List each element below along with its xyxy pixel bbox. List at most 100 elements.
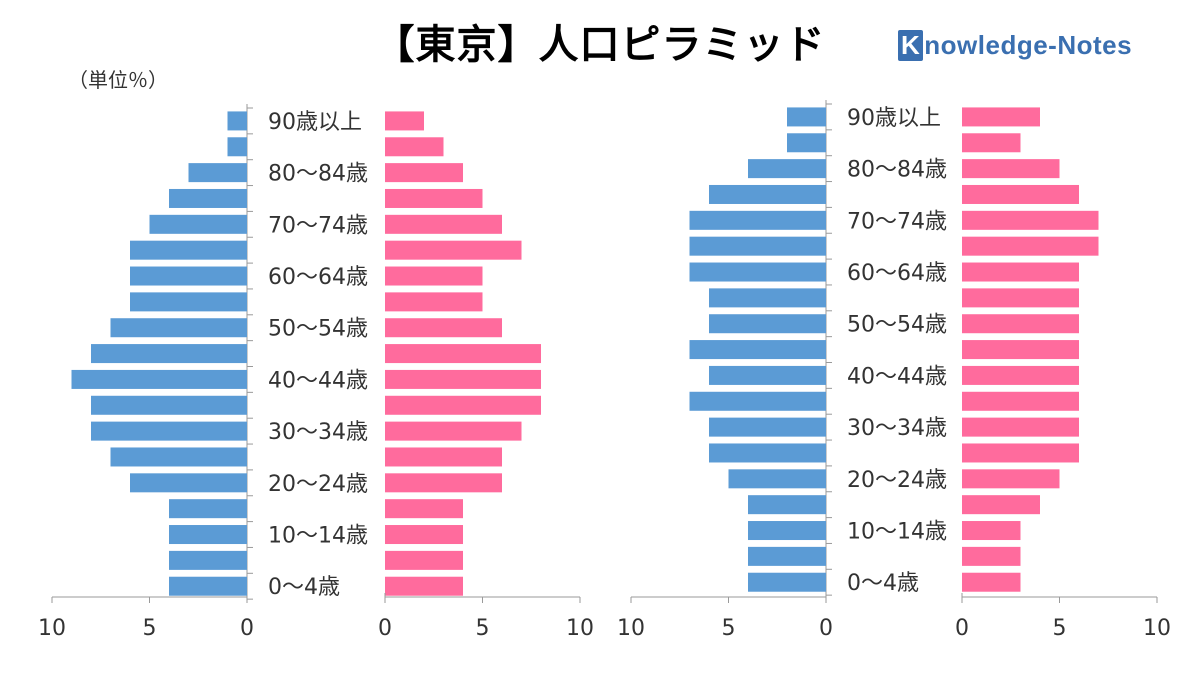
pyramid-1-age-label: 90歳以上: [268, 110, 362, 135]
pyramid-1-right-xtick-label: 5: [476, 616, 490, 641]
pyramid-1-right-bar: [385, 292, 483, 312]
pyramid-1-right-bar: [385, 576, 463, 596]
pyramid-2-age-label: 60〜64歳: [847, 261, 947, 286]
pyramid-1-right-bar: [385, 344, 541, 364]
pyramid-1-age-label: 40〜44歳: [268, 368, 368, 393]
pyramid-1-left-bar: [110, 447, 247, 467]
pyramid-1-left-bar: [227, 137, 247, 157]
pyramid-2-right-xtick-label: 5: [1053, 616, 1067, 641]
pyramid-1-right-bar: [385, 473, 502, 493]
pyramid-1-right-xtick-label: 10: [566, 616, 594, 641]
pyramid-1-left-bar: [227, 111, 247, 131]
pyramid-2-right-bar: [962, 159, 1060, 179]
pyramid-1-age-label: 60〜64歳: [268, 265, 368, 290]
pyramid-1-right-bar: [385, 266, 483, 286]
pyramid-1-right-bar: [385, 163, 463, 183]
pyramid-2-left-bar: [689, 236, 826, 256]
pyramid-1-left-bar: [130, 240, 247, 260]
pyramid-1-right-bar: [385, 240, 522, 260]
pyramid-1-age-label: 10〜14歳: [268, 524, 368, 549]
pyramid-2-left-bar: [709, 184, 826, 204]
pyramid-1-left-bar: [169, 188, 247, 208]
pyramid-2-right-bar: [962, 288, 1079, 308]
pyramid-1-left-bar: [188, 163, 247, 183]
pyramid-2-right-bar: [962, 391, 1079, 411]
pyramid-2-left-bar: [689, 262, 826, 282]
pyramid-2-left-bar: [748, 159, 826, 179]
pyramid-1-left-bar: [130, 473, 247, 493]
pyramid-2-left-bar: [709, 365, 826, 385]
pyramid-1-right-bar: [385, 318, 502, 338]
pyramid-2-age-label: 70〜74歳: [847, 209, 947, 234]
pyramid-1-age-label: 70〜74歳: [268, 213, 368, 238]
pyramid-2-right-bar: [962, 443, 1079, 463]
pyramid-1-right-bar: [385, 550, 463, 570]
pyramid-2-left-bar: [709, 417, 826, 437]
pyramid-1-left-bar: [169, 499, 247, 519]
pyramid-2-right-bar: [962, 210, 1099, 230]
pyramid-2-left-bar: [728, 469, 826, 489]
brand-name: nowledge-Notes: [924, 30, 1133, 60]
pyramid-1-left-bar: [169, 550, 247, 570]
brand-initial: K: [898, 30, 924, 61]
pyramid-2-right-bar: [962, 107, 1040, 127]
pyramid-2-left-bar: [748, 546, 826, 566]
pyramid-2-age-label: 80〜84歳: [847, 158, 947, 183]
pyramid-1-right-bar: [385, 421, 522, 441]
pyramid-1-left-bar: [169, 525, 247, 545]
pyramid-2-right-bar: [962, 314, 1079, 334]
pyramid-1-right-bar: [385, 111, 424, 131]
pyramid-2-right-bar: [962, 365, 1079, 385]
pyramid-2-age-label: 40〜44歳: [847, 364, 947, 389]
pyramid-2-left-bar: [709, 314, 826, 334]
pyramid-2-right-bar: [962, 340, 1079, 360]
pyramid-1-right-bar: [385, 214, 502, 234]
pyramid-1-right-xtick-label: 0: [378, 616, 392, 641]
pyramid-2-right-bar: [962, 262, 1079, 282]
pyramid-1-left-xtick-label: 10: [38, 616, 66, 641]
pyramid-2-right-bar: [962, 469, 1060, 489]
pyramid-1-left-bar: [110, 318, 247, 338]
pyramid-1-right-bar: [385, 395, 541, 415]
pyramid-2-age-label: 0〜4歳: [847, 571, 919, 596]
pyramid-2-age-label: 20〜24歳: [847, 468, 947, 493]
pyramid-2-age-label: 90歳以上: [847, 106, 941, 131]
pyramid-2-left-bar: [787, 133, 826, 153]
pyramid-2-right-bar: [962, 546, 1021, 566]
pyramid-2-right-bar: [962, 184, 1079, 204]
pyramid-2-right-bar: [962, 236, 1099, 256]
pyramid-1-age-label: 80〜84歳: [268, 162, 368, 187]
pyramid-2-age-label: 50〜54歳: [847, 313, 947, 338]
pyramid-2-left-bar: [748, 572, 826, 592]
pyramid-1-left-bar: [169, 576, 247, 596]
pyramid-1-left-bar: [149, 214, 247, 234]
pyramid-1-left-xtick-label: 0: [240, 616, 254, 641]
pyramid-1-left-bar: [91, 344, 247, 364]
pyramid-1-left-bar: [130, 266, 247, 286]
pyramid-1-right-bar: [385, 188, 483, 208]
pyramid-2-left-bar: [689, 340, 826, 360]
pyramid-1-right-bar: [385, 525, 463, 545]
pyramid-2-right-xtick-label: 0: [955, 616, 969, 641]
pyramid-1-right-bar: [385, 137, 444, 157]
pyramid-1-age-label: 50〜54歳: [268, 317, 368, 342]
pyramid-2-left-bar: [689, 391, 826, 411]
chart-title: 【東京】人口ピラミッド: [374, 22, 826, 68]
pyramid-2-left-bar: [748, 495, 826, 515]
pyramid-2-left-xtick-label: 5: [722, 616, 736, 641]
pyramid-2-right-bar: [962, 417, 1079, 437]
pyramid-2-left-xtick-label: 0: [819, 616, 833, 641]
pyramid-1-right-bar: [385, 499, 463, 519]
pyramid-1-age-label: 30〜34歳: [268, 420, 368, 445]
pyramid-1-right-bar: [385, 447, 502, 467]
pyramid-2-right-bar: [962, 521, 1021, 541]
pyramid-2-left-xtick-label: 10: [617, 616, 645, 641]
pyramid-2-left-bar: [689, 210, 826, 230]
pyramid-1-age-label: 20〜24歳: [268, 472, 368, 497]
pyramid-2-age-label: 10〜14歳: [847, 520, 947, 545]
unit-label: （単位％）: [68, 68, 168, 92]
pyramid-1-left-bar: [91, 421, 247, 441]
pyramid-2-left-bar: [787, 107, 826, 127]
